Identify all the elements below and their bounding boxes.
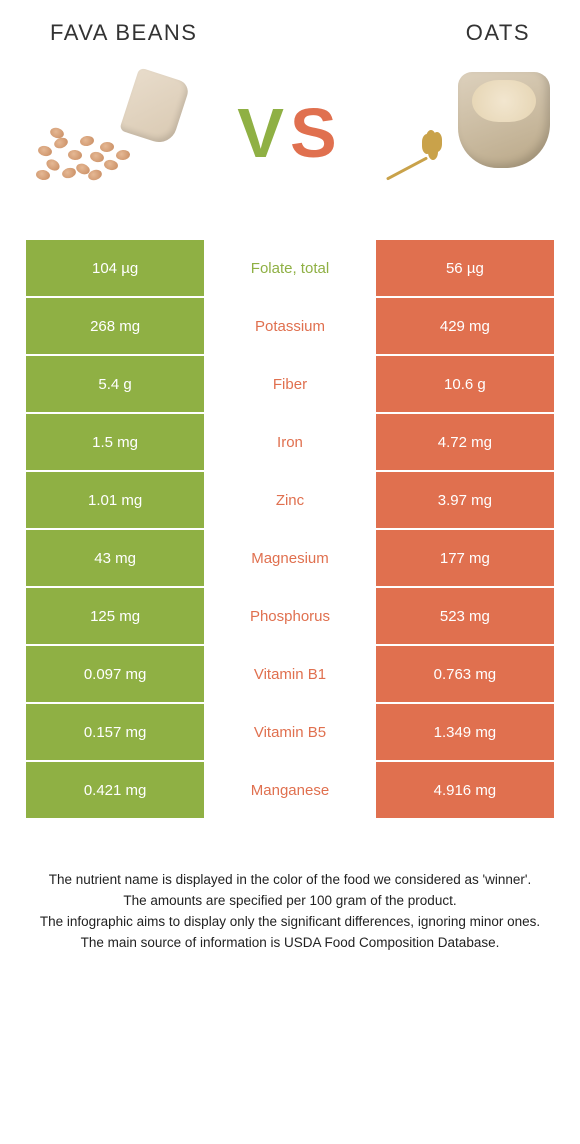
nutrient-value-right: 0.763 mg [375,645,555,703]
nutrient-label: Vitamin B1 [205,645,375,703]
comparison-header: FAVA BEANS OATS [0,0,580,58]
nutrient-label: Iron [205,413,375,471]
nutrient-value-left: 104 µg [25,239,205,297]
nutrient-value-right: 177 mg [375,529,555,587]
nutrient-value-right: 10.6 g [375,355,555,413]
footer-line-1: The nutrient name is displayed in the co… [28,870,552,891]
nutrient-label: Manganese [205,761,375,819]
nutrient-value-left: 125 mg [25,587,205,645]
nutrient-value-right: 523 mg [375,587,555,645]
food-title-left: FAVA BEANS [50,20,197,46]
footer-line-4: The main source of information is USDA F… [28,933,552,954]
nutrient-value-left: 43 mg [25,529,205,587]
nutrient-label: Zinc [205,471,375,529]
nutrient-value-left: 0.421 mg [25,761,205,819]
table-row: 0.421 mgManganese4.916 mg [25,761,555,819]
vs-v: V [237,94,290,172]
nutrient-value-left: 268 mg [25,297,205,355]
table-row: 0.097 mgVitamin B10.763 mg [25,645,555,703]
nutrient-value-right: 1.349 mg [375,703,555,761]
nutrient-value-left: 5.4 g [25,355,205,413]
nutrient-value-left: 0.157 mg [25,703,205,761]
nutrient-value-left: 1.5 mg [25,413,205,471]
nutrient-label: Vitamin B5 [205,703,375,761]
table-row: 104 µgFolate, total56 µg [25,239,555,297]
table-row: 1.5 mgIron4.72 mg [25,413,555,471]
fava-beans-image [28,68,188,198]
nutrient-value-left: 0.097 mg [25,645,205,703]
footer-line-2: The amounts are specified per 100 gram o… [28,891,552,912]
nutrient-value-right: 3.97 mg [375,471,555,529]
nutrient-value-right: 429 mg [375,297,555,355]
nutrient-value-right: 4.72 mg [375,413,555,471]
oats-image [392,68,552,198]
vs-label: VS [237,93,342,173]
table-row: 5.4 gFiber10.6 g [25,355,555,413]
footer-line-3: The infographic aims to display only the… [28,912,552,933]
nutrient-label: Fiber [205,355,375,413]
nutrient-label: Phosphorus [205,587,375,645]
hero-row: VS [0,58,580,228]
table-row: 43 mgMagnesium177 mg [25,529,555,587]
nutrient-comparison-table: 104 µgFolate, total56 µg268 mgPotassium4… [24,238,556,820]
nutrient-label: Folate, total [205,239,375,297]
nutrient-label: Magnesium [205,529,375,587]
nutrient-value-left: 1.01 mg [25,471,205,529]
table-row: 268 mgPotassium429 mg [25,297,555,355]
nutrient-value-right: 4.916 mg [375,761,555,819]
nutrient-label: Potassium [205,297,375,355]
table-row: 125 mgPhosphorus523 mg [25,587,555,645]
vs-s: S [290,94,343,172]
table-row: 1.01 mgZinc3.97 mg [25,471,555,529]
nutrient-value-right: 56 µg [375,239,555,297]
table-row: 0.157 mgVitamin B51.349 mg [25,703,555,761]
footer-notes: The nutrient name is displayed in the co… [0,820,580,954]
food-title-right: OATS [466,20,530,46]
